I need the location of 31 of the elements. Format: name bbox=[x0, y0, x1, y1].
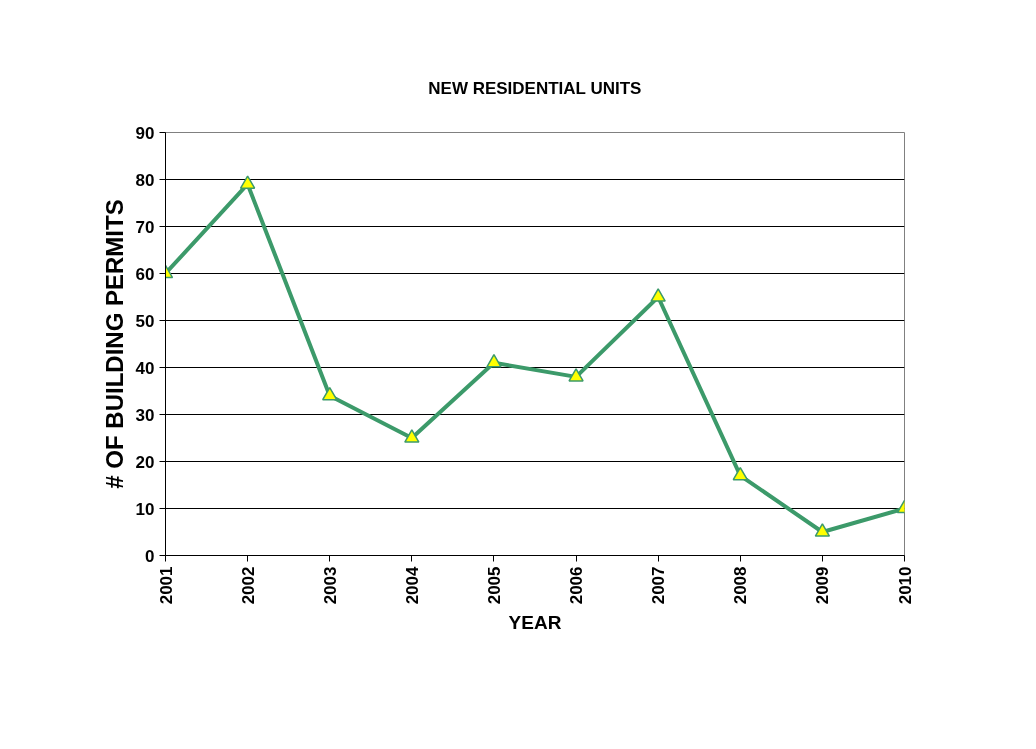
y-tick-label: 70 bbox=[135, 217, 155, 237]
point bbox=[814, 523, 831, 537]
point bbox=[321, 386, 338, 401]
point bbox=[239, 175, 256, 189]
y-axis-title: # OF BUILDING PERMITS bbox=[100, 199, 128, 489]
point bbox=[568, 368, 584, 382]
y-tick-label: 0 bbox=[145, 546, 155, 566]
x-tick-label: 2009 bbox=[813, 566, 833, 605]
y-tick-label: 20 bbox=[135, 452, 155, 472]
x-tick-label: 2008 bbox=[731, 566, 751, 605]
x-tick-label: 2007 bbox=[649, 566, 669, 605]
point bbox=[732, 466, 749, 481]
point bbox=[650, 288, 666, 302]
x-tick-label: 2005 bbox=[484, 566, 504, 605]
x-tick-label: 2003 bbox=[320, 566, 340, 605]
x-tick-label: 2001 bbox=[156, 566, 176, 605]
y-tick-label: 10 bbox=[135, 499, 155, 519]
y-tick-label: 60 bbox=[135, 264, 155, 284]
y-tick-label: 30 bbox=[135, 405, 155, 425]
x-tick-label: 2010 bbox=[895, 566, 915, 605]
x-axis-title: YEAR bbox=[508, 612, 562, 634]
chart-title: NEW RESIDENTIAL UNITS bbox=[428, 78, 642, 98]
point bbox=[404, 429, 420, 443]
x-tick-label: 2004 bbox=[402, 565, 422, 605]
point bbox=[486, 353, 502, 368]
y-tick-label: 80 bbox=[135, 170, 155, 190]
x-tick-label: 2006 bbox=[567, 566, 587, 605]
y-tick-label: 40 bbox=[135, 358, 155, 378]
y-tick-label: 90 bbox=[135, 123, 155, 143]
y-tick-label: 50 bbox=[135, 311, 155, 331]
x-tick-label: 2002 bbox=[238, 566, 258, 605]
